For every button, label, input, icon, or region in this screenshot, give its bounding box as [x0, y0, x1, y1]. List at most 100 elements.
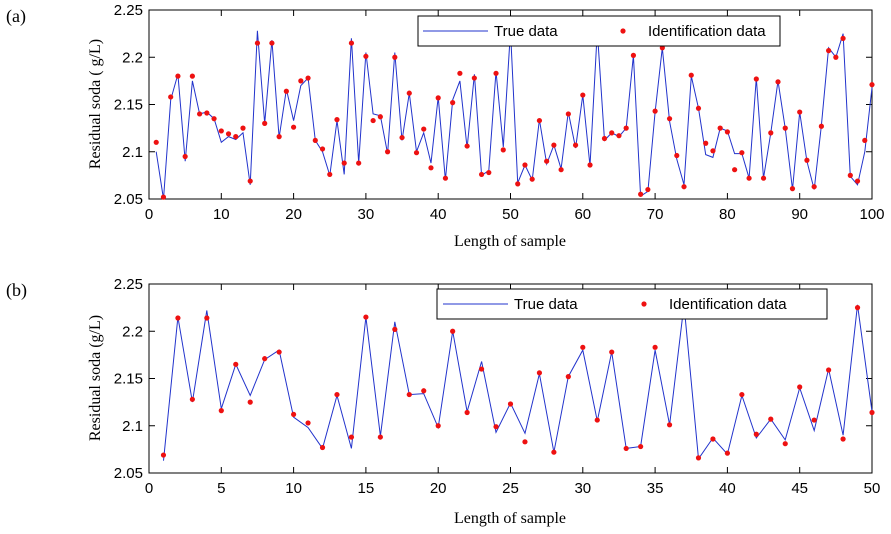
data-point-identification: [233, 134, 239, 140]
data-point-identification: [291, 411, 297, 418]
data-point-identification: [515, 181, 521, 187]
data-point-identification: [753, 431, 759, 437]
x-tick-label: 45: [791, 480, 808, 497]
data-point-identification: [565, 374, 571, 380]
data-point-identification: [695, 105, 702, 111]
data-point-identification: [421, 388, 427, 394]
y-axis-label: Residual soda ( g/L): [87, 39, 104, 169]
data-point-identification: [732, 167, 738, 173]
y-tick-label: 2.25: [114, 276, 143, 293]
y-tick-label: 2.15: [114, 97, 143, 114]
data-point-identification: [854, 178, 861, 184]
data-point-identification: [500, 147, 506, 153]
data-point-identification: [594, 417, 600, 423]
data-point-identification: [240, 125, 246, 131]
data-point-identification: [204, 110, 210, 116]
x-tick-label: 35: [647, 480, 664, 497]
data-point-identification: [428, 165, 434, 171]
data-point-identification: [254, 40, 261, 46]
data-point-identification: [551, 142, 557, 148]
data-point-identification: [522, 439, 528, 445]
x-tick-label: 60: [574, 206, 591, 223]
data-point-identification: [681, 184, 687, 190]
x-tick-label: 10: [213, 206, 230, 223]
data-point-identification: [717, 125, 723, 131]
y-tick-label: 2.25: [114, 2, 143, 19]
data-point-identification: [406, 391, 412, 398]
data-point-identification: [645, 186, 651, 193]
data-point-identification: [724, 450, 731, 456]
data-point-identification: [587, 162, 593, 168]
data-point-identification: [377, 434, 383, 440]
data-point-identification: [319, 444, 326, 451]
x-tick-label: 90: [791, 206, 808, 223]
x-tick-label: 100: [859, 206, 884, 223]
y-axis-label: Residual soda (g/L): [87, 315, 104, 441]
data-point-identification: [471, 75, 477, 81]
data-point-identification: [536, 117, 543, 124]
data-point-identification: [276, 349, 282, 355]
data-point-identification: [413, 150, 420, 156]
data-point-identification: [319, 146, 326, 152]
data-point-identification: [580, 92, 586, 98]
x-axis-label: Length of sample: [454, 233, 566, 250]
x-tick-label: 70: [647, 206, 664, 223]
data-point-identification: [862, 137, 868, 144]
x-tick-label: 40: [430, 206, 447, 223]
data-point-identification: [775, 79, 781, 85]
y-tick-label: 2.15: [114, 371, 143, 388]
data-point-identification: [348, 434, 355, 440]
legend-label-true-data: True data: [494, 23, 558, 40]
data-point-identification: [160, 194, 167, 200]
data-point-identification: [688, 72, 694, 78]
data-point-identification: [298, 78, 304, 84]
data-point-identification: [695, 455, 702, 461]
data-point-identification: [334, 391, 340, 398]
x-tick-label: 30: [358, 206, 375, 223]
data-point-identification: [327, 171, 333, 178]
x-tick-label: 10: [285, 480, 302, 497]
data-point-identification: [493, 70, 499, 76]
data-point-identification: [283, 88, 289, 94]
legend-marker-swatch: [620, 28, 626, 34]
data-point-identification: [840, 436, 846, 442]
x-tick-label: 5: [217, 480, 225, 497]
data-point-identification: [746, 175, 752, 181]
data-point-identification: [601, 135, 608, 142]
data-point-identification: [674, 152, 680, 159]
y-tick-label: 2.2: [122, 323, 143, 340]
data-point-identification: [782, 125, 788, 131]
data-point-identification: [565, 111, 571, 117]
data-point-identification: [544, 158, 550, 164]
data-point-identification: [384, 149, 391, 155]
data-point-identification: [370, 117, 376, 124]
data-point-identification: [724, 129, 731, 135]
data-point-identification: [869, 82, 875, 88]
data-point-identification: [710, 148, 716, 154]
data-point-identification: [406, 90, 412, 96]
data-point-identification: [486, 169, 492, 176]
data-point-identification: [341, 160, 347, 166]
data-point-identification: [363, 314, 369, 320]
data-point-identification: [818, 123, 824, 129]
data-point-identification: [247, 399, 253, 405]
data-point-identification: [551, 449, 557, 455]
data-point-identification: [529, 176, 535, 182]
data-point-identification: [421, 126, 427, 132]
data-point-identification: [869, 409, 875, 416]
data-point-identification: [233, 361, 239, 367]
data-point-identification: [262, 356, 268, 362]
data-point-identification: [218, 128, 224, 134]
data-point-identification: [450, 100, 456, 106]
data-point-identification: [168, 94, 174, 100]
data-point-identification: [558, 167, 564, 173]
data-point-identification: [666, 422, 673, 428]
data-point-identification: [840, 35, 846, 41]
data-point-identification: [363, 53, 369, 59]
data-point-identification: [450, 328, 456, 334]
data-point-identification: [666, 116, 673, 122]
data-point-identification: [536, 370, 543, 376]
legend-marker-swatch: [641, 301, 647, 307]
y-tick-label: 2.1: [122, 418, 143, 435]
